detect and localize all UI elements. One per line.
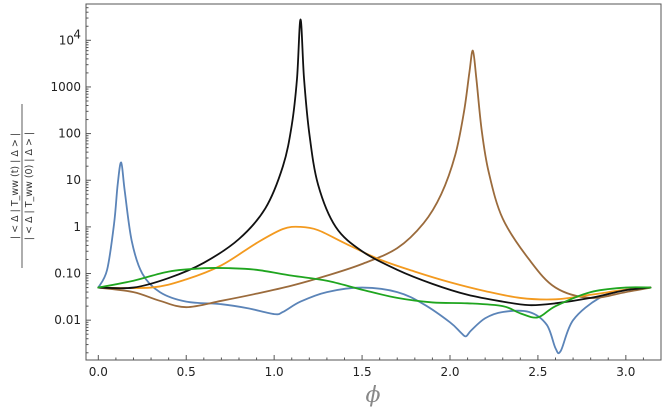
series-layer — [97, 18, 652, 355]
y-tick-label-base: 10 — [59, 33, 74, 47]
y-tick-label-exponent: 4 — [73, 27, 81, 41]
x-tick-label: 0.0 — [89, 365, 108, 379]
x-tick-label: 2.0 — [440, 365, 459, 379]
series-line-4 — [97, 18, 652, 307]
series-line-5 — [97, 266, 652, 319]
y-axis-label: | < Δ | T_ww (t) | Δ > | | < Δ | T_ww (0… — [10, 104, 35, 268]
series-line-1 — [97, 161, 652, 355]
y-tick-label: 0.01 — [54, 313, 81, 327]
plot-frame — [85, 3, 662, 361]
x-tick-label: 1.0 — [265, 365, 284, 379]
y-axis-label-numerator: | < Δ | T_ww (t) | Δ > | — [10, 133, 21, 239]
series-line-2 — [97, 49, 652, 309]
x-tick-label: 0.5 — [177, 365, 196, 379]
y-tick-label: 1000 — [50, 80, 81, 94]
y-tick-label: 10 — [59, 33, 74, 47]
x-tick-label: 1.5 — [353, 365, 372, 379]
y-axis-label-denominator: | < Δ | T_ww (0) | Δ > | — [24, 132, 35, 240]
y-tick-label: 10 — [66, 173, 81, 187]
x-axis-label: ϕ — [366, 383, 381, 408]
y-tick-label: 1 — [73, 220, 81, 234]
x-tick-label: 2.5 — [528, 365, 547, 379]
y-tick-label: 0.10 — [54, 267, 81, 281]
x-tick-label: 3.0 — [616, 365, 635, 379]
x-axis: 0.0 0.5 1.0 1.5 2.0 2.5 3.0 — [89, 355, 644, 379]
y-tick-label: 100 — [58, 127, 81, 141]
